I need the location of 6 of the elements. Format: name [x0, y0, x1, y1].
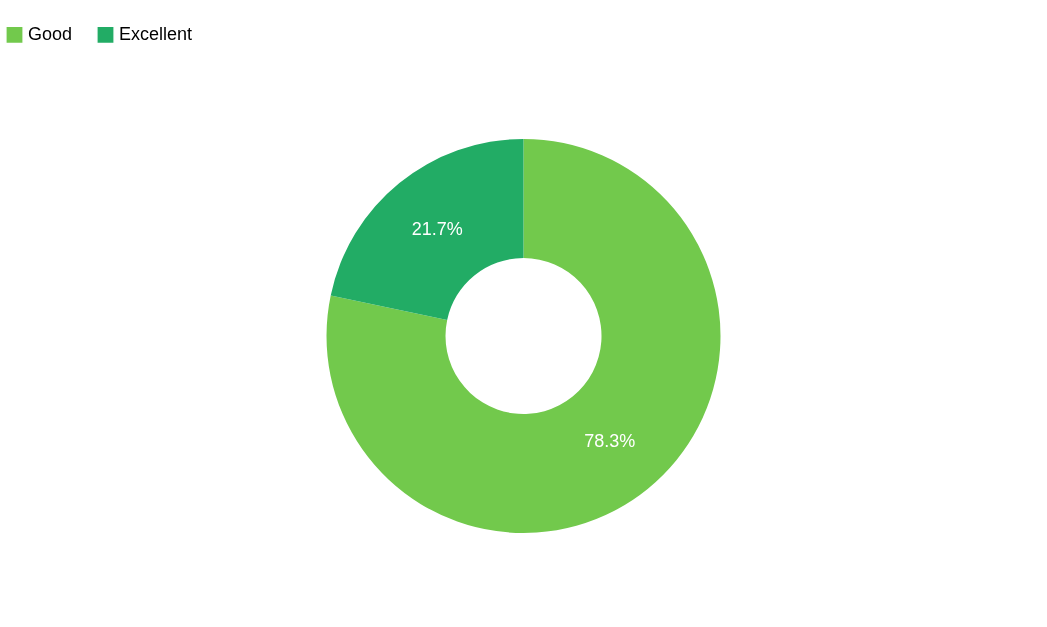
donut-slice	[326, 139, 721, 533]
donut-slice	[330, 139, 524, 320]
legend-label: Excellent	[119, 23, 193, 44]
legend-label: Good	[28, 23, 73, 44]
data-label: 78.3%	[584, 431, 636, 452]
data-label: 21.7%	[411, 218, 463, 239]
